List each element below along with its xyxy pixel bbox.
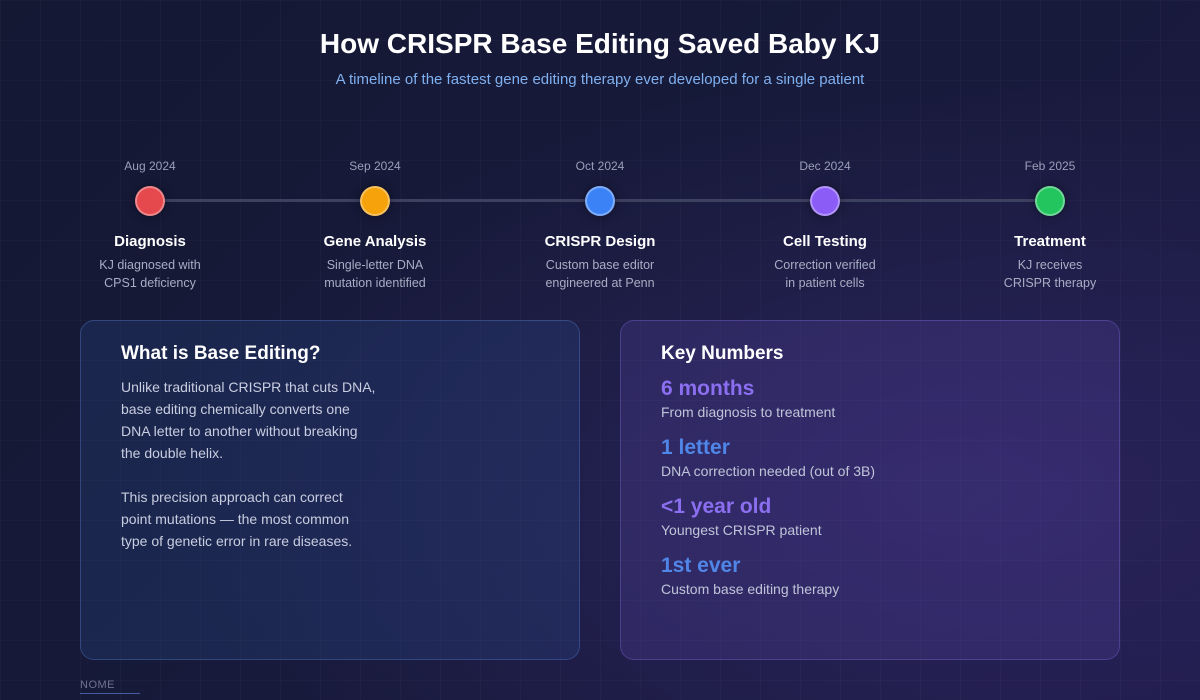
page-subtitle: A timeline of the fastest gene editing t… — [335, 71, 865, 88]
milestone-date: Oct 2024 — [575, 159, 625, 173]
stat-caption: Custom base editing therapy — [661, 581, 840, 597]
milestone-gene-analysis: Sep 2024 Gene Analysis Single-letter DNA… — [275, 158, 475, 292]
card-title: What is Base Editing? — [121, 343, 321, 364]
milestone-date: Aug 2024 — [124, 159, 176, 173]
stat-value: 6 months — [661, 377, 755, 400]
key-numbers-card: Key Numbers 6 months From diagnosis to t… — [620, 320, 1120, 660]
base-editing-card: What is Base Editing? Unlike traditional… — [80, 320, 580, 660]
card-title: Key Numbers — [661, 343, 784, 364]
milestone-diagnosis: Aug 2024 Diagnosis KJ diagnosed with CPS… — [50, 158, 250, 292]
page-title: How CRISPR Base Editing Saved Baby KJ — [319, 28, 881, 59]
milestone-crispr-design: Oct 2024 CRISPR Design Custom base edito… — [500, 158, 700, 292]
milestone-description: Single-letter DNA mutation identified — [324, 258, 426, 290]
milestone-dot — [1035, 186, 1065, 216]
milestone-description: Custom base editor engineered at Penn — [545, 258, 655, 290]
stat-caption: Youngest CRISPR patient — [661, 522, 822, 538]
milestone-description: Correction verified in patient cells — [774, 258, 876, 290]
milestone-label: Cell Testing — [783, 233, 867, 250]
milestone-description: KJ diagnosed with CPS1 deficiency — [99, 258, 201, 290]
footer-note: NOME — [80, 679, 140, 694]
stat-item: <1 year old Youngest CRISPR patient — [661, 494, 1079, 540]
stat-caption: From diagnosis to treatment — [661, 404, 836, 420]
milestone-label: Gene Analysis — [323, 233, 427, 250]
stat-value: <1 year old — [661, 495, 772, 518]
stat-value: 1 letter — [661, 436, 730, 459]
milestone-label: Diagnosis — [114, 233, 186, 250]
card-paragraph: Unlike traditional CRISPR that cuts DNA,… — [121, 379, 376, 461]
stat-item: 6 months From diagnosis to treatment — [661, 376, 1079, 422]
milestone-label: Treatment — [1014, 233, 1086, 250]
milestone-dot — [135, 186, 165, 216]
milestone-treatment: Feb 2025 Treatment KJ receives CRISPR th… — [950, 158, 1150, 292]
milestone-description: KJ receives CRISPR therapy — [1003, 258, 1097, 290]
milestone-dot — [360, 186, 390, 216]
milestone-date: Feb 2025 — [1024, 159, 1076, 173]
stat-caption: DNA correction needed (out of 3B) — [661, 463, 876, 479]
milestone-label: CRISPR Design — [544, 233, 656, 250]
milestone-dot — [585, 186, 615, 216]
stat-item: 1st ever Custom base editing therapy — [661, 553, 1079, 599]
milestone-dot — [810, 186, 840, 216]
stat-value: 1st ever — [661, 554, 741, 577]
card-paragraph: This precision approach can correct poin… — [121, 489, 353, 549]
milestone-date: Dec 2024 — [799, 159, 851, 173]
milestone-cell-testing: Dec 2024 Cell Testing Correction verifie… — [725, 158, 925, 292]
milestone-date: Sep 2024 — [349, 159, 401, 173]
stat-item: 1 letter DNA correction needed (out of 3… — [661, 435, 1079, 481]
